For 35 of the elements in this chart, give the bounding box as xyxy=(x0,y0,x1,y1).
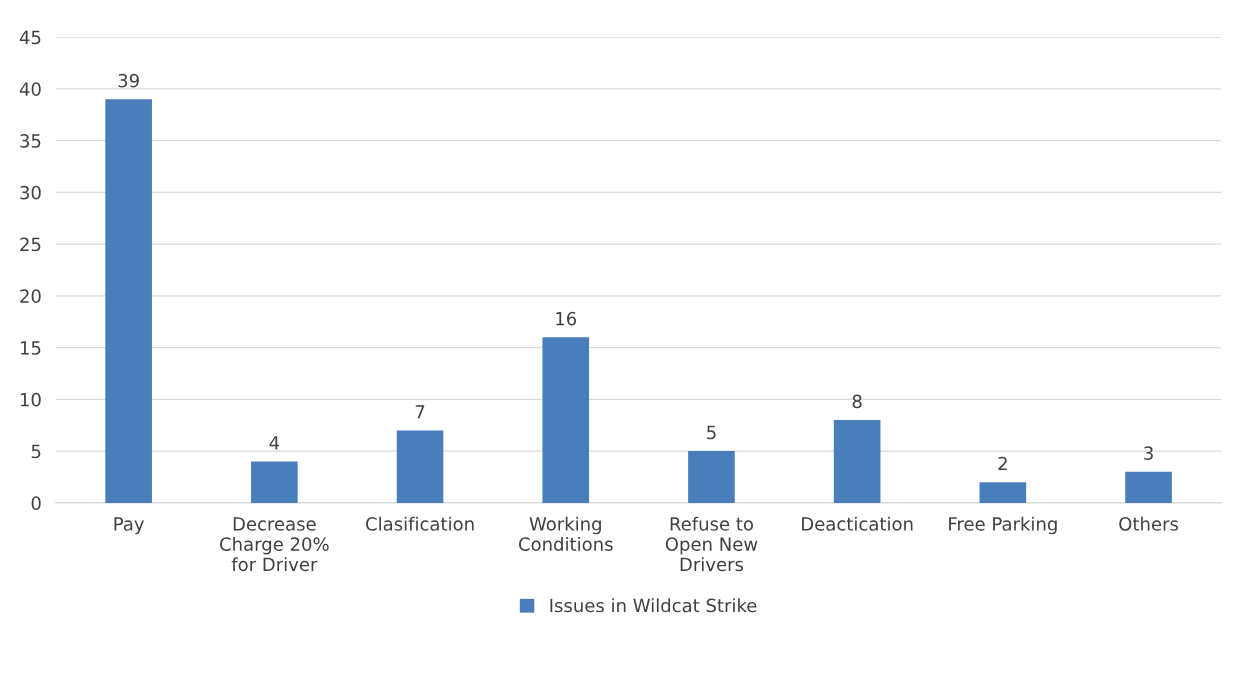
bar xyxy=(251,461,298,503)
x-tick-label: Refuse to Open New Drivers xyxy=(665,516,758,572)
x-tick-label: Free Parking xyxy=(949,516,1057,535)
x-tick-label: Deactication xyxy=(802,516,913,531)
bar xyxy=(833,420,881,503)
x-tick-label: Decrease Charge 20% for Driver xyxy=(220,517,329,572)
x-tick-label: Others xyxy=(1119,516,1179,531)
y-tick-label: 25 xyxy=(20,237,41,252)
data-label: 16 xyxy=(556,311,577,326)
bar xyxy=(396,430,444,503)
data-label: 2 xyxy=(998,456,1007,471)
y-tick-label: 45 xyxy=(19,30,41,45)
y-tick-label: 35 xyxy=(20,134,41,148)
data-label: 5 xyxy=(707,425,716,440)
data-label: 39 xyxy=(118,73,139,88)
y-tick-label: 5 xyxy=(31,444,41,459)
legend-label: Issues in Wildcat Strike xyxy=(550,598,757,613)
bar xyxy=(542,337,590,503)
bar xyxy=(105,99,152,503)
y-tick-label: 40 xyxy=(19,82,41,96)
data-label: 7 xyxy=(415,405,425,419)
y-tick-label: 20 xyxy=(20,289,41,303)
data-label: 3 xyxy=(1144,446,1153,460)
bar xyxy=(688,451,735,503)
x-tick-label: Working Conditions xyxy=(518,516,613,551)
bar xyxy=(979,482,1027,503)
data-label: 8 xyxy=(852,394,862,409)
x-tick-label: Clasification xyxy=(366,516,474,531)
bar xyxy=(1125,471,1172,503)
y-tick-label: 30 xyxy=(20,185,41,200)
x-tick-label: Pay xyxy=(114,517,145,535)
data-label: 4 xyxy=(269,436,280,450)
y-tick-label: 15 xyxy=(20,341,41,355)
y-tick-label: 0 xyxy=(31,496,41,510)
y-tick-label: 10 xyxy=(20,392,41,407)
